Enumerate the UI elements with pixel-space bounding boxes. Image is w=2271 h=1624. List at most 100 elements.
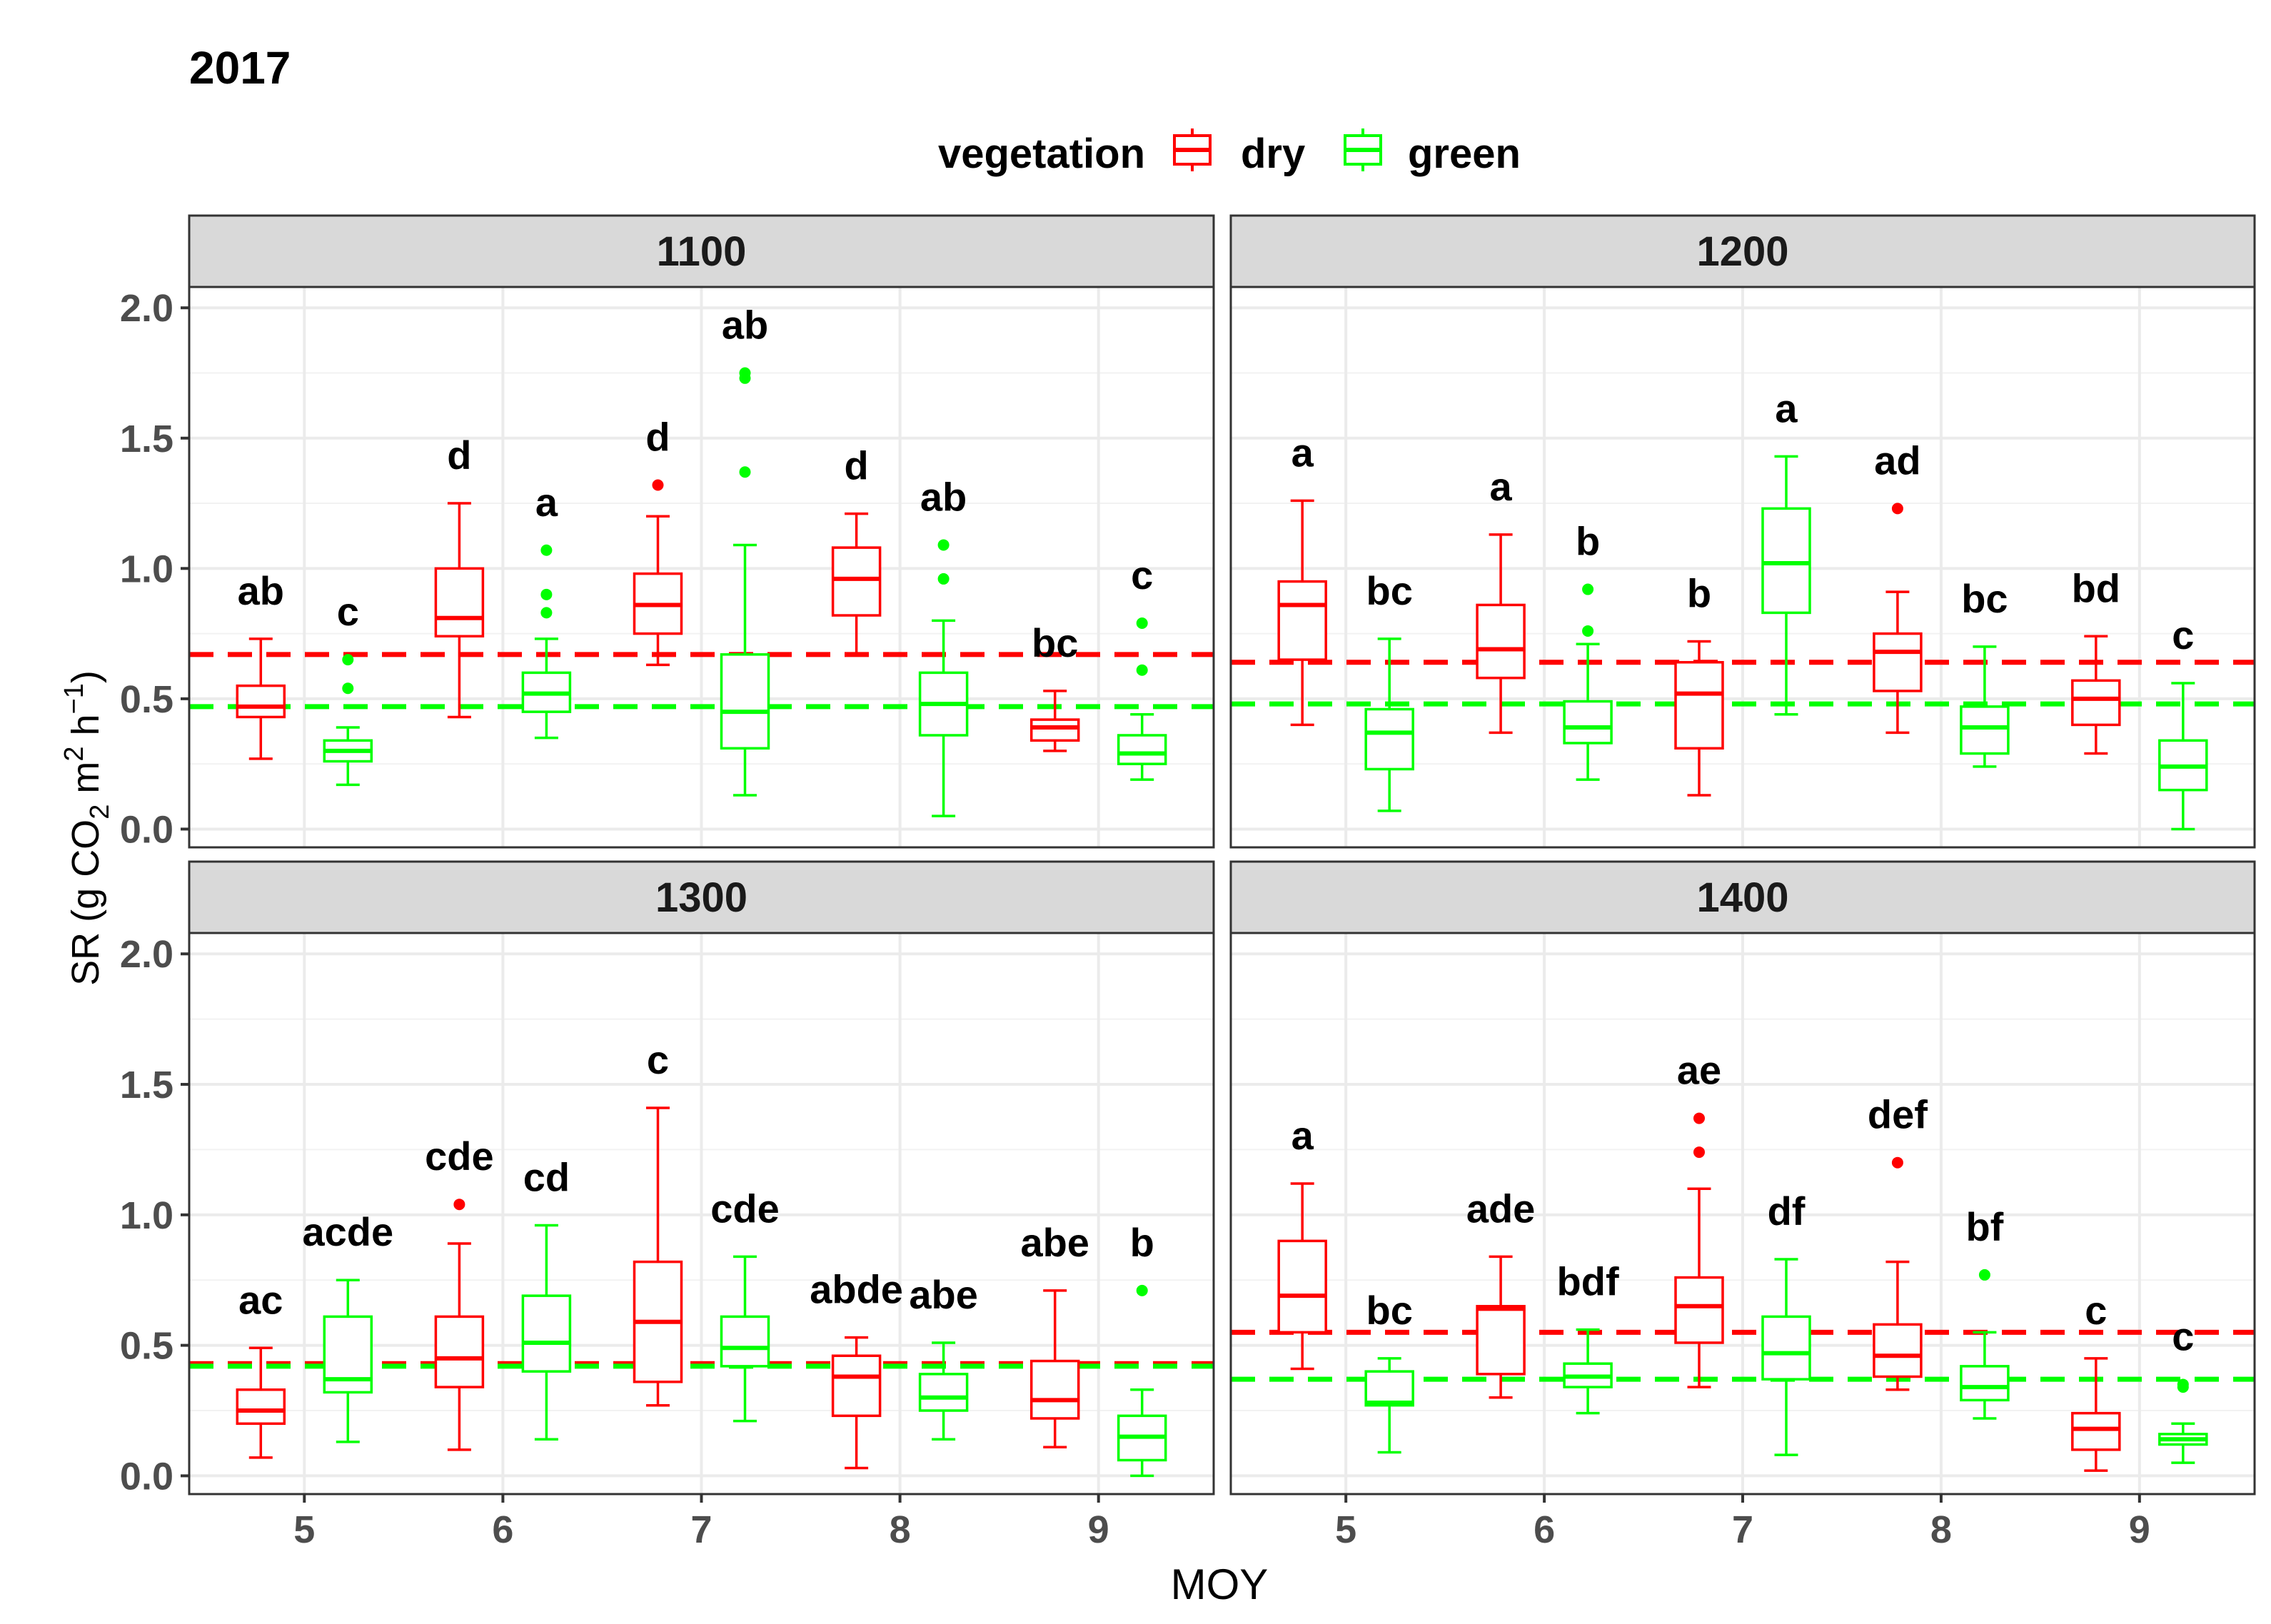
- legend-title: vegetation: [938, 131, 1145, 177]
- y-tick-label: 2.0: [120, 287, 173, 330]
- significance-label: bf: [1965, 1204, 2003, 1249]
- box-green-7: ab: [720, 302, 770, 797]
- significance-label: ade: [1466, 1186, 1536, 1231]
- box-green-5: bc: [1364, 568, 1414, 812]
- significance-label: cde: [710, 1186, 780, 1231]
- x-tick-label: 6: [1534, 1508, 1555, 1551]
- panel-1100: 1100 ab c d a d ab d ab bc c 0.0 0.5 1.0 1.5 2.0: [120, 214, 1215, 851]
- y-axis-title: SR(g CO2 m2 h−1): [59, 670, 115, 986]
- box-dry-6: cde: [425, 1134, 494, 1451]
- significance-label: bc: [1961, 576, 2008, 621]
- box-iqr: [1277, 580, 1327, 661]
- box-iqr: [1476, 603, 1526, 680]
- box-green-5: bc: [1364, 1288, 1414, 1454]
- outlier-point: [1136, 664, 1148, 676]
- significance-label: bc: [1366, 568, 1413, 613]
- outlier-point: [1582, 625, 1594, 637]
- box-green-8: ab: [918, 474, 969, 817]
- box-green-9: c: [2158, 1313, 2208, 1464]
- y-tick-label: 0.5: [120, 678, 173, 721]
- significance-label: ab: [238, 568, 284, 613]
- x-axis-title: MOY: [1171, 1560, 1269, 1608]
- outlier-point: [2177, 1378, 2189, 1391]
- y-tick-label: 1.0: [120, 548, 173, 590]
- y-tick-label: 1.0: [120, 1194, 173, 1237]
- box-iqr: [720, 653, 770, 750]
- x-tick-label: 5: [1335, 1508, 1356, 1551]
- panel-strip: [188, 860, 1215, 934]
- outlier-point: [1978, 1269, 1990, 1281]
- svg-text:SR(g CO2 m2 h−1): SR(g CO2 m2 h−1): [59, 670, 115, 986]
- significance-label: c: [647, 1037, 669, 1082]
- box-iqr: [720, 1315, 770, 1368]
- outlier-point: [937, 573, 950, 585]
- box-green-6: cd: [521, 1154, 572, 1441]
- significance-label: b: [1576, 519, 1600, 564]
- box-iqr: [831, 1354, 882, 1418]
- significance-label: bd: [2072, 565, 2120, 610]
- box-dry-8: d: [831, 443, 882, 656]
- outlier-point: [540, 544, 553, 556]
- box-iqr: [831, 546, 882, 617]
- y-tick-label: 0.0: [120, 1455, 173, 1498]
- x-tick-label: 6: [492, 1508, 513, 1551]
- panel-strip: [1229, 214, 2256, 288]
- box-green-6: b: [1563, 519, 1613, 781]
- box-dry-7: c: [633, 1037, 683, 1407]
- significance-label: a: [535, 480, 558, 525]
- box-iqr: [236, 1388, 286, 1426]
- box-green-8: abe: [909, 1272, 978, 1441]
- outlier-point: [540, 588, 553, 600]
- significance-label: a: [1775, 385, 1798, 430]
- box-dry-5: ac: [236, 1277, 286, 1459]
- box-iqr: [521, 1294, 572, 1373]
- y-tick-label: 1.5: [120, 1064, 173, 1106]
- significance-label: acde: [302, 1209, 393, 1254]
- box-iqr: [1277, 1239, 1327, 1334]
- significance-label: b: [1130, 1220, 1154, 1265]
- significance-label: abe: [1020, 1220, 1089, 1265]
- significance-label: ab: [722, 302, 768, 347]
- significance-label: bc: [1032, 620, 1078, 665]
- outlier-point: [739, 367, 751, 379]
- outlier-point: [342, 654, 354, 666]
- significance-label: a: [1291, 430, 1314, 475]
- box-green-9: c: [2158, 612, 2208, 831]
- significance-label: c: [337, 589, 359, 634]
- box-iqr: [1029, 718, 1080, 742]
- box-green-7: a: [1761, 385, 1811, 716]
- significance-label: c: [2172, 612, 2194, 657]
- outlier-point: [540, 607, 553, 619]
- significance-label: b: [1687, 571, 1711, 616]
- box-iqr: [1873, 1323, 1923, 1378]
- significance-label: df: [1768, 1189, 1806, 1234]
- legend-key-green: [1344, 128, 1382, 171]
- box-iqr: [2071, 1411, 2121, 1451]
- panel-strip-label: 1200: [1696, 228, 1788, 275]
- outlier-point: [652, 479, 664, 491]
- outlier-point: [1136, 617, 1148, 629]
- box-green-8: bc: [1960, 576, 2010, 768]
- x-tick-label: 9: [1088, 1508, 1109, 1551]
- x-tick-label: 5: [293, 1508, 315, 1551]
- panel-strip-label: 1400: [1696, 874, 1788, 921]
- significance-label: ac: [238, 1277, 283, 1322]
- box-iqr: [1029, 1359, 1080, 1420]
- box-dry-5: a: [1277, 1113, 1327, 1371]
- box-iqr: [1364, 707, 1414, 771]
- panel-strip-label: 1100: [657, 228, 747, 275]
- y-tick-label: 0.5: [120, 1325, 173, 1368]
- significance-label: ad: [1874, 438, 1920, 483]
- significance-label: d: [645, 414, 670, 459]
- significance-label: cde: [425, 1134, 494, 1179]
- box-dry-9: abe: [1020, 1220, 1089, 1448]
- significance-label: c: [2085, 1288, 2107, 1333]
- box-iqr: [434, 1315, 485, 1388]
- panel-border: [1229, 286, 2256, 849]
- outlier-point: [342, 682, 354, 695]
- outlier-point: [1136, 1284, 1148, 1296]
- box-iqr: [1674, 1276, 1724, 1344]
